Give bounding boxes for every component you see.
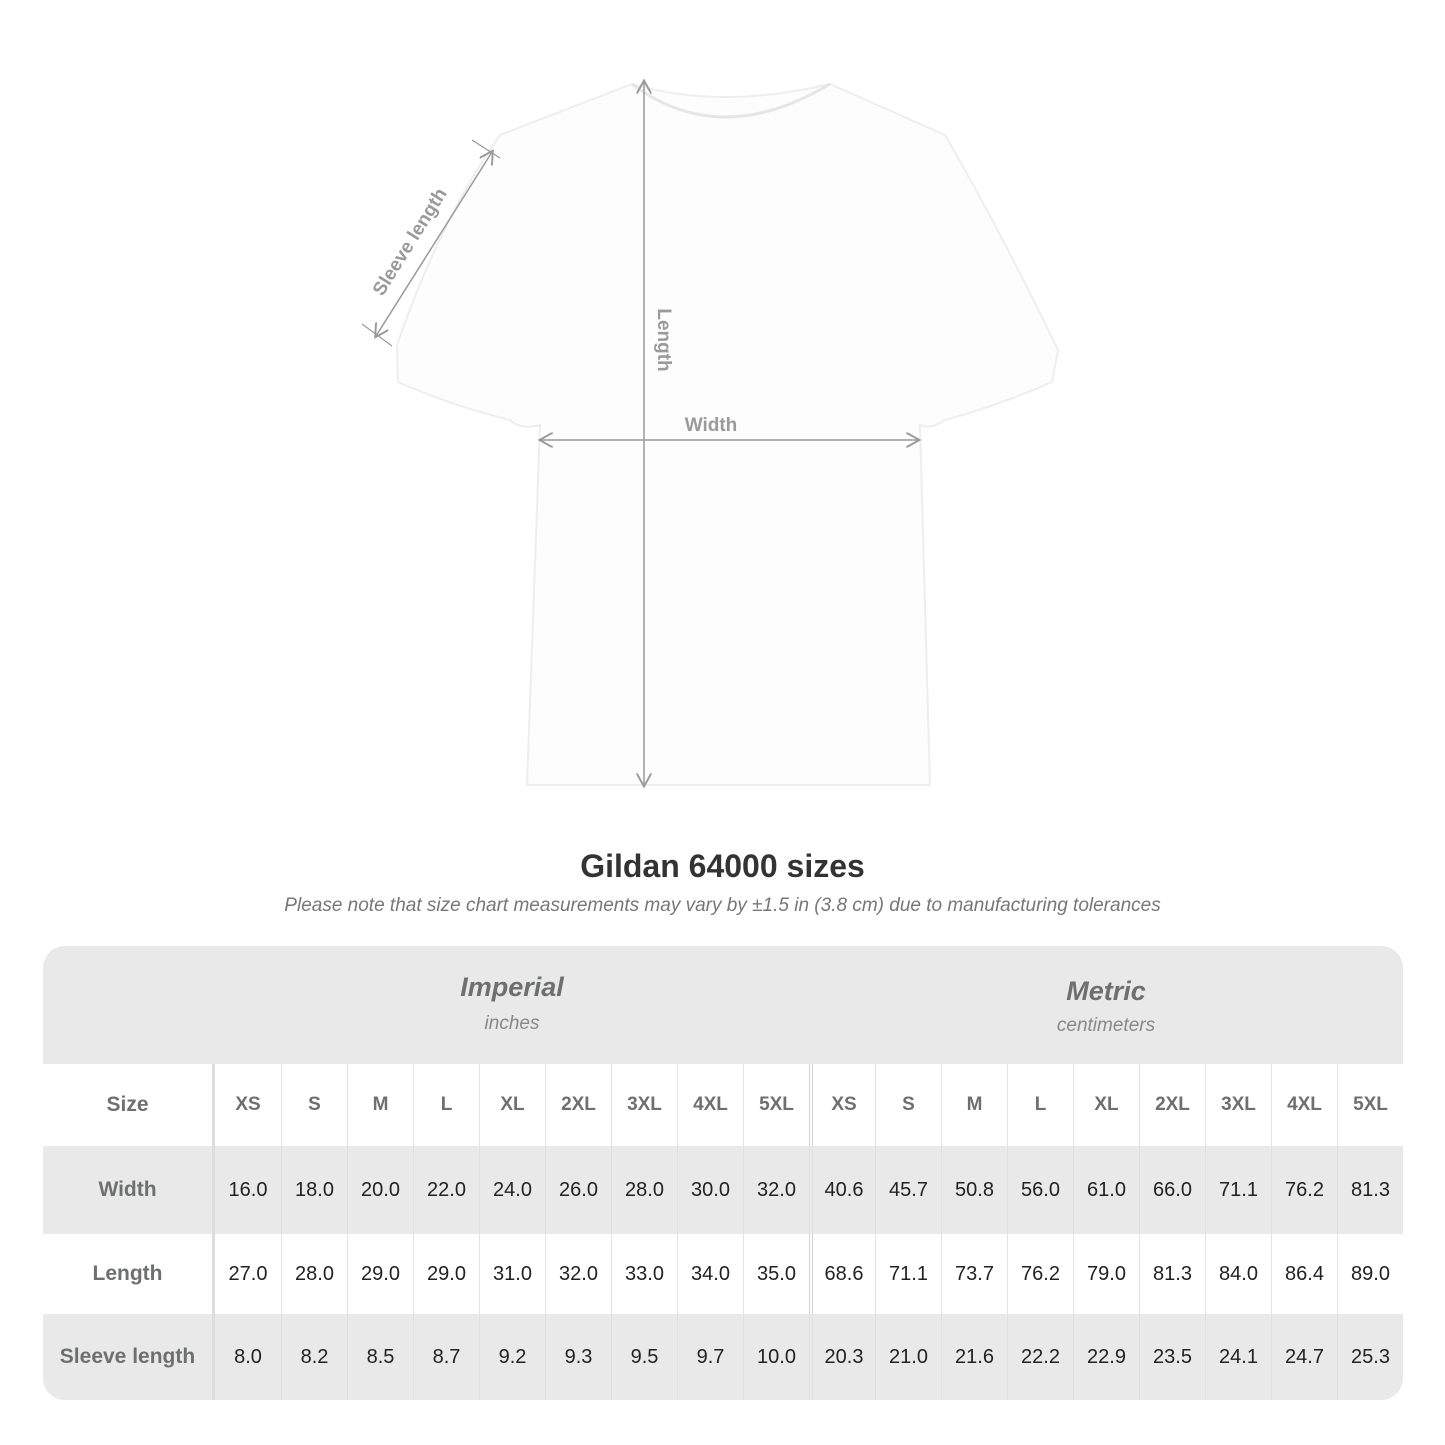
- sleeve-measure-line: [376, 152, 492, 336]
- size-header-metric: XS: [809, 1064, 875, 1146]
- table-row: Sleeve length 8.0 8.2 8.5 8.7 9.2 9.3 9.5 9.7 10.…: [43, 1314, 1403, 1400]
- row-label: Length: [43, 1234, 215, 1314]
- table-cell-imperial: 30.0: [677, 1146, 743, 1234]
- table-cell-metric: 50.8: [941, 1146, 1007, 1234]
- table-cell-imperial: 9.3: [545, 1314, 611, 1400]
- size-header-row: Size XS S M L XL 2XL 3XL 4XL 5XL XS S M L XL 2XL 3XL 4XL 5…: [43, 1064, 1403, 1146]
- table-cell-metric: 84.0: [1205, 1234, 1271, 1314]
- table-cell-metric: 21.6: [941, 1314, 1007, 1400]
- metric-unit: centimeters: [1056, 1015, 1156, 1036]
- table-cell-imperial: 35.0: [743, 1234, 809, 1314]
- table-cell-metric: 76.2: [1271, 1146, 1337, 1234]
- table-cell-metric: 40.6: [809, 1146, 875, 1234]
- size-table: Imperial inches Metric centimeters Size X…: [43, 946, 1403, 1400]
- size-header-imperial: S: [281, 1064, 347, 1146]
- table-cell-imperial: 32.0: [743, 1146, 809, 1234]
- imperial-label: Imperial: [460, 972, 564, 1002]
- row-label: Sleeve length: [43, 1314, 215, 1400]
- width-label: Width: [685, 415, 738, 436]
- table-cell-imperial: 22.0: [413, 1146, 479, 1234]
- table-cell-imperial: 16.0: [228, 1178, 268, 1201]
- table-cell-metric: 86.4: [1271, 1234, 1337, 1314]
- table-cell-imperial: 8.7: [413, 1314, 479, 1400]
- table-cell-metric: 24.7: [1271, 1314, 1337, 1400]
- table-cell-imperial: 9.5: [611, 1314, 677, 1400]
- table-cell-imperial: 33.0: [611, 1234, 677, 1314]
- length-label: Length: [653, 308, 674, 371]
- table-cell-imperial: 32.0: [545, 1234, 611, 1314]
- table-cell-imperial: 10.0: [743, 1314, 809, 1400]
- table-cell-metric: 25.3: [1337, 1314, 1403, 1400]
- size-header-metric: 5XL: [1337, 1064, 1403, 1146]
- table-cell-metric: 81.3: [1139, 1234, 1205, 1314]
- table-cell-metric: 66.0: [1139, 1146, 1205, 1234]
- tshirt-diagram: Sleeve length Length Width: [361, 0, 1060, 830]
- table-cell-metric: 76.2: [1007, 1234, 1073, 1314]
- table-cell-imperial: 8.2: [281, 1314, 347, 1400]
- table-cell-imperial: 18.0: [281, 1146, 347, 1234]
- table-cell-metric: 71.1: [1205, 1146, 1271, 1234]
- metric-header: Metric centimeters: [809, 946, 1403, 1064]
- size-header-metric: XL: [1073, 1064, 1139, 1146]
- table-cell-metric: 24.1: [1205, 1314, 1271, 1400]
- table-cell-metric: 89.0: [1337, 1234, 1403, 1314]
- table-cell-imperial: 31.0: [479, 1234, 545, 1314]
- table-cell-imperial: 28.0: [611, 1146, 677, 1234]
- imperial-unit: inches: [484, 1013, 540, 1034]
- size-header-imperial: 3XL: [611, 1064, 677, 1146]
- table-cell-imperial: 20.0: [347, 1146, 413, 1234]
- table-cell-metric: 22.2: [1007, 1314, 1073, 1400]
- metric-label: Metric: [1066, 976, 1146, 1006]
- tshirt-collar: [631, 82, 831, 119]
- table-cell-metric: 56.0: [1007, 1146, 1073, 1234]
- page-title: Gildan 64000 sizes: [580, 848, 865, 884]
- size-header-metric: 4XL: [1271, 1064, 1337, 1146]
- size-header-imperial: 4XL: [677, 1064, 743, 1146]
- size-header-imperial: L: [413, 1064, 479, 1146]
- table-cell-metric: 73.7: [941, 1234, 1007, 1314]
- tolerance-note: Please note that size chart measurements…: [284, 895, 1161, 916]
- table-cell-metric: 71.1: [875, 1234, 941, 1314]
- table-cell-metric: 23.5: [1139, 1314, 1205, 1400]
- size-header-metric: 3XL: [1205, 1064, 1271, 1146]
- table-cell-imperial: 9.7: [677, 1314, 743, 1400]
- table-cell-imperial: 27.0: [228, 1262, 268, 1285]
- table-cell-imperial: 29.0: [413, 1234, 479, 1314]
- table-cell-metric: 81.3: [1337, 1146, 1403, 1234]
- size-header-imperial: 5XL: [743, 1064, 809, 1146]
- table-row: Width 16.0 18.0 20.0 22.0 24.0 26.0 28.0 30.0 32.…: [43, 1146, 1403, 1234]
- table-cell-imperial: 26.0: [545, 1146, 611, 1234]
- size-header-imperial: M: [347, 1064, 413, 1146]
- table-cell-metric: 22.9: [1073, 1314, 1139, 1400]
- imperial-header: Imperial inches: [215, 946, 809, 1064]
- table-cell-imperial: 8.5: [347, 1314, 413, 1400]
- row-label: Width: [43, 1146, 215, 1234]
- size-header-metric: 2XL: [1139, 1064, 1205, 1146]
- table-cell-metric: 68.6: [809, 1234, 875, 1314]
- table-cell-metric: 45.7: [875, 1146, 941, 1234]
- size-header-imperial: 2XL: [545, 1064, 611, 1146]
- table-row: Length 27.0 28.0 29.0 29.0 31.0 32.0 33.0 34.0 35…: [43, 1234, 1403, 1314]
- size-header-imperial: XS: [235, 1094, 261, 1115]
- size-header-imperial: XL: [479, 1064, 545, 1146]
- table-cell-metric: 61.0: [1073, 1146, 1139, 1234]
- table-cell-metric: 79.0: [1073, 1234, 1139, 1314]
- size-header-metric: L: [1007, 1064, 1073, 1146]
- table-cell-imperial: 34.0: [677, 1234, 743, 1314]
- size-column-label: Size: [43, 1064, 215, 1146]
- table-cell-imperial: 9.2: [479, 1314, 545, 1400]
- table-cell-imperial: 28.0: [281, 1234, 347, 1314]
- table-cell-imperial: 29.0: [347, 1234, 413, 1314]
- table-cell-imperial: 8.0: [234, 1345, 262, 1368]
- sleeve-tick: [361, 323, 393, 347]
- size-header-metric: M: [941, 1064, 1007, 1146]
- table-cell-metric: 21.0: [875, 1314, 941, 1400]
- sleeve-tick: [471, 139, 501, 159]
- table-cell-imperial: 24.0: [479, 1146, 545, 1234]
- table-cell-metric: 20.3: [809, 1314, 875, 1400]
- size-header-metric: S: [875, 1064, 941, 1146]
